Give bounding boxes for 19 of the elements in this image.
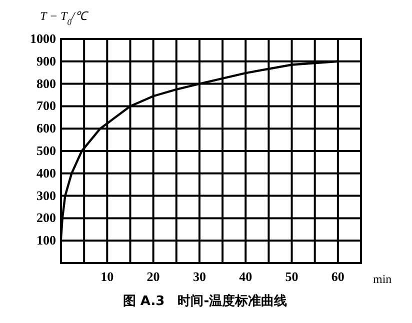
y-tick-label: 1000 xyxy=(30,31,56,46)
y-tick-label: 600 xyxy=(36,120,56,136)
y-tick-label: 800 xyxy=(36,76,56,91)
y-tick-label: 100 xyxy=(36,232,56,248)
x-tick-label: 30 xyxy=(192,269,206,284)
y-tick-label: 700 xyxy=(36,98,56,114)
x-tick-label: 20 xyxy=(146,269,160,284)
y-axis-title: T − T$_{0}$/℃ xyxy=(40,9,89,26)
x-tick-label: 50 xyxy=(285,269,298,284)
text: 图 A.3 时间-温度标准曲线 xyxy=(122,293,288,309)
y-tick-label: 400 xyxy=(36,165,56,180)
x-tick-label: 60 xyxy=(331,269,344,284)
x-axis-title: min xyxy=(373,272,392,286)
y-tick-label: 900 xyxy=(36,53,56,68)
y-tick-label: 500 xyxy=(36,143,56,158)
y-tick-label: 200 xyxy=(36,210,56,226)
x-tick-label: 10 xyxy=(100,269,114,284)
y-tick-label: 300 xyxy=(36,188,56,203)
x-tick-label: 40 xyxy=(239,269,252,284)
